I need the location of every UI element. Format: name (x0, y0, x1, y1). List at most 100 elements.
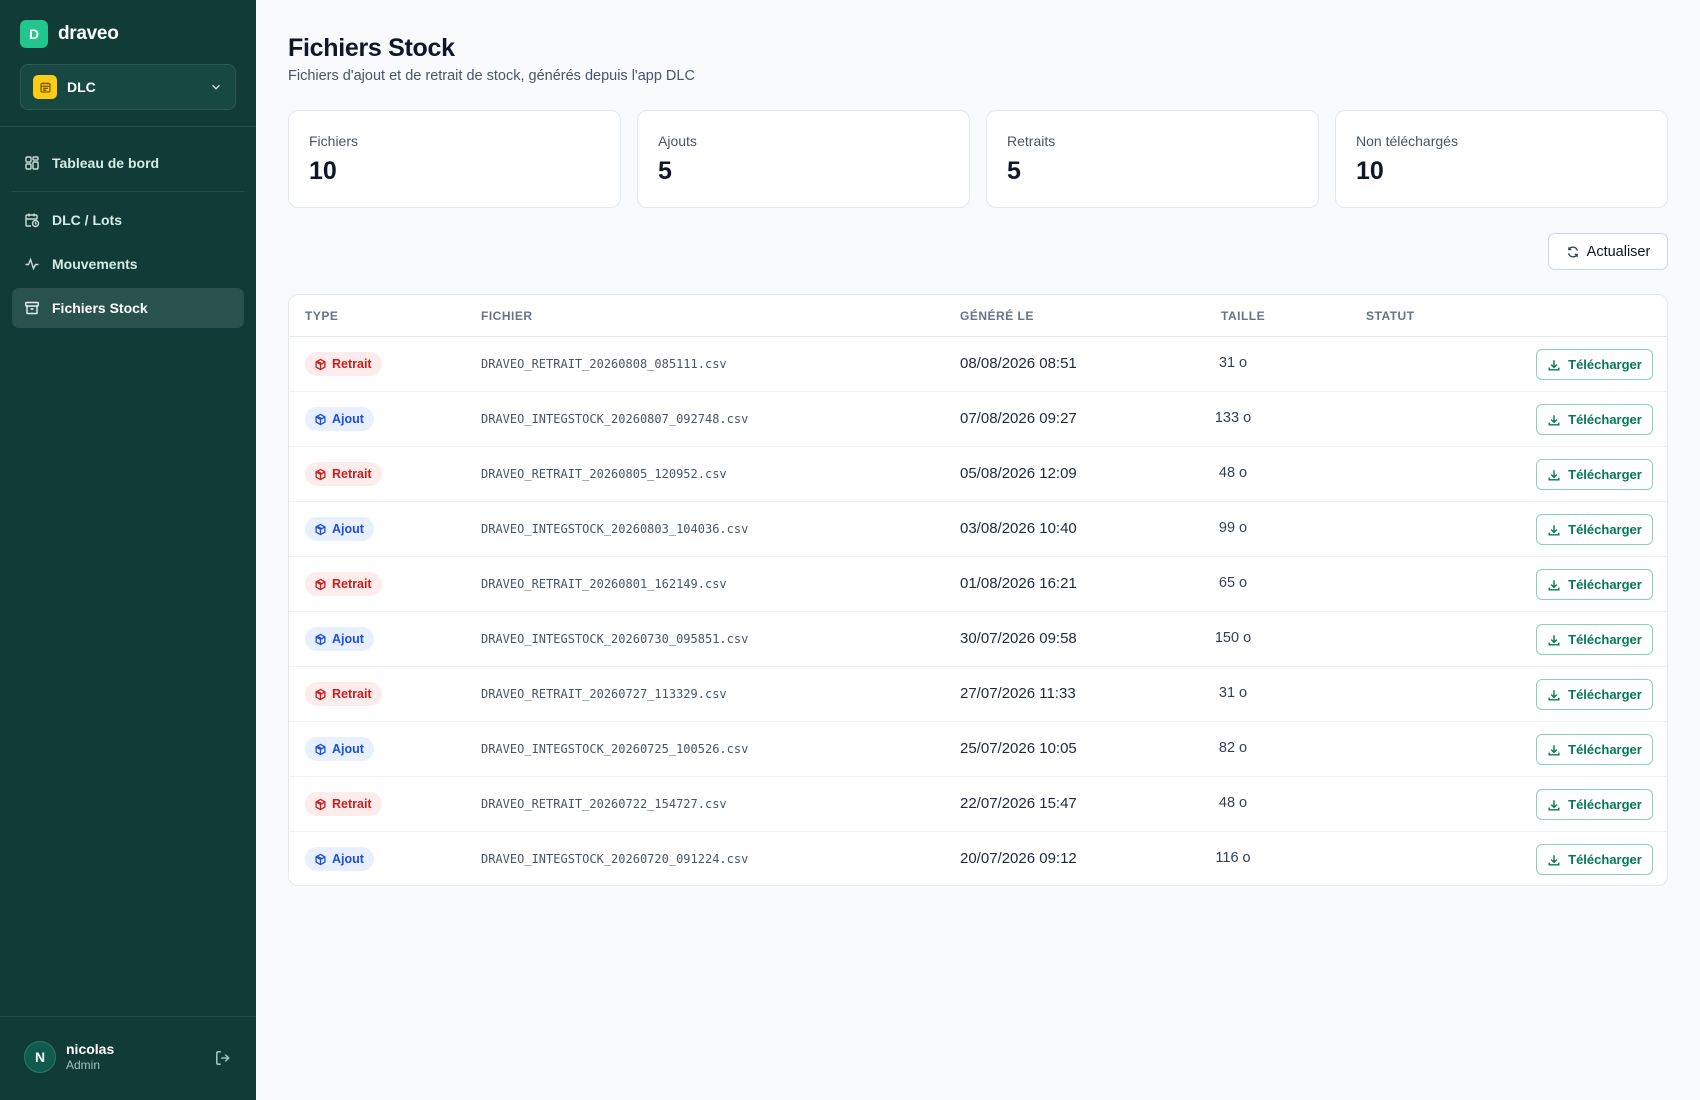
table-header: TYPE FICHIER GÉNÉRÉ LE TAILLE STATUT (289, 295, 1667, 337)
type-badge-ajout: Ajout (305, 407, 374, 431)
table-row: Retrait DRAVEO_RETRAIT_20260727_113329.cs… (289, 667, 1667, 722)
activity-icon (25, 257, 39, 271)
file-size: 48 o (1218, 795, 1248, 811)
generated-date: 05/08/2026 12:09 (960, 465, 1077, 482)
generated-date: 22/07/2026 15:47 (960, 795, 1077, 812)
sidebar-item-dashboard[interactable]: Tableau de bord (12, 143, 244, 183)
column-header-size[interactable]: TAILLE (1221, 309, 1266, 323)
type-badge-label: Retrait (332, 687, 372, 701)
sidebar-item-label: Mouvements (52, 256, 138, 272)
download-button[interactable]: Télécharger (1536, 459, 1653, 490)
download-button[interactable]: Télécharger (1536, 349, 1653, 380)
box-remove-icon (314, 688, 327, 701)
table-row: Ajout DRAVEO_INTEGSTOCK_20260720_091224.c… (289, 832, 1667, 885)
file-size: 82 o (1218, 740, 1248, 756)
dashboard-grid-icon (25, 156, 39, 170)
column-header-status[interactable]: STATUT (1366, 309, 1415, 323)
generated-date: 20/07/2026 09:12 (960, 850, 1077, 867)
stat-value: 5 (658, 157, 672, 185)
download-icon (1547, 358, 1561, 372)
avatar: N (24, 1041, 56, 1073)
generated-date: 07/08/2026 09:27 (960, 410, 1077, 427)
sidebar-item-label: DLC / Lots (52, 212, 122, 228)
refresh-button[interactable]: Actualiser (1548, 233, 1668, 270)
download-label: Télécharger (1568, 797, 1642, 812)
type-badge-label: Retrait (332, 797, 372, 811)
generated-date: 01/08/2026 16:21 (960, 575, 1077, 592)
sidebar-divider (12, 191, 244, 192)
download-label: Télécharger (1568, 357, 1642, 372)
download-button[interactable]: Télécharger (1536, 844, 1653, 875)
type-badge-retrait: Retrait (305, 352, 382, 376)
download-label: Télécharger (1568, 852, 1642, 867)
logout-icon[interactable] (214, 1049, 232, 1067)
download-icon (1547, 688, 1561, 702)
type-badge-label: Ajout (332, 412, 364, 426)
generated-date: 08/08/2026 08:51 (960, 355, 1077, 372)
table-row: Retrait DRAVEO_RETRAIT_20260805_120952.cs… (289, 447, 1667, 502)
type-badge-label: Ajout (332, 522, 364, 536)
download-label: Télécharger (1568, 632, 1642, 647)
type-badge-ajout: Ajout (305, 847, 374, 871)
file-name: DRAVEO_RETRAIT_20260808_085111.csv (481, 357, 727, 371)
column-header-file[interactable]: FICHIER (481, 309, 533, 323)
sidebar-item-dlc-lots[interactable]: DLC / Lots (12, 200, 244, 240)
table-row: Ajout DRAVEO_INTEGSTOCK_20260730_095851.c… (289, 612, 1667, 667)
box-add-icon (314, 523, 327, 536)
stat-card-non-telecharges: Non téléchargés 10 (1335, 110, 1668, 208)
download-label: Télécharger (1568, 467, 1642, 482)
page-subtitle: Fichiers d'ajout et de retrait de stock,… (288, 68, 695, 84)
user-profile[interactable]: N nicolas Admin (24, 1041, 114, 1073)
column-header-date[interactable]: GÉNÉRÉ LE (960, 309, 1034, 323)
download-icon (1547, 633, 1561, 647)
brand-logo: D (20, 20, 48, 48)
calendar-clock-icon (25, 213, 40, 228)
type-badge-label: Retrait (332, 577, 372, 591)
download-button[interactable]: Télécharger (1536, 734, 1653, 765)
sidebar-item-mouvements[interactable]: Mouvements (12, 244, 244, 284)
download-icon (1547, 743, 1561, 757)
stat-label: Retraits (1007, 133, 1056, 149)
type-badge-label: Retrait (332, 467, 372, 481)
download-icon (1547, 578, 1561, 592)
sidebar-divider (0, 1016, 256, 1017)
refresh-icon (1567, 246, 1578, 257)
download-button[interactable]: Télécharger (1536, 404, 1653, 435)
download-button[interactable]: Télécharger (1536, 624, 1653, 655)
generated-date: 27/07/2026 11:33 (960, 685, 1076, 702)
type-badge-label: Retrait (332, 357, 372, 371)
download-icon (1547, 468, 1561, 482)
generated-date: 30/07/2026 09:58 (960, 630, 1077, 647)
box-add-icon (314, 743, 327, 756)
box-remove-icon (314, 468, 327, 481)
table-row: Retrait DRAVEO_RETRAIT_20260801_162149.cs… (289, 557, 1667, 612)
type-badge-retrait: Retrait (305, 792, 382, 816)
download-label: Télécharger (1568, 577, 1642, 592)
sidebar-item-fichiers-stock[interactable]: Fichiers Stock (12, 288, 244, 328)
app-selector-label: DLC (67, 79, 96, 95)
file-size: 116 o (1215, 850, 1251, 866)
download-button[interactable]: Télécharger (1536, 569, 1653, 600)
column-header-type[interactable]: TYPE (305, 309, 339, 323)
stat-card-fichiers: Fichiers 10 (288, 110, 621, 208)
download-button[interactable]: Télécharger (1536, 514, 1653, 545)
download-button[interactable]: Télécharger (1536, 789, 1653, 820)
app-selector[interactable]: DLC (20, 64, 236, 110)
stat-label: Non téléchargés (1356, 133, 1458, 149)
box-add-icon (314, 853, 327, 866)
brand[interactable]: D draveo (20, 20, 119, 48)
sidebar-item-label: Fichiers Stock (52, 300, 148, 316)
stat-card-retraits: Retraits 5 (986, 110, 1319, 208)
table-row: Retrait DRAVEO_RETRAIT_20260808_085111.cs… (289, 337, 1667, 392)
table-row: Ajout DRAVEO_INTEGSTOCK_20260725_100526.c… (289, 722, 1667, 777)
generated-date: 25/07/2026 10:05 (960, 740, 1077, 757)
download-label: Télécharger (1568, 687, 1642, 702)
file-size: 99 o (1218, 520, 1248, 536)
file-size: 133 o (1214, 410, 1252, 426)
user-name: nicolas (66, 1041, 115, 1057)
download-button[interactable]: Télécharger (1536, 679, 1653, 710)
sidebar-divider (0, 126, 256, 127)
download-icon (1547, 853, 1561, 867)
sidebar-item-label: Tableau de bord (52, 155, 160, 171)
box-remove-icon (314, 798, 327, 811)
